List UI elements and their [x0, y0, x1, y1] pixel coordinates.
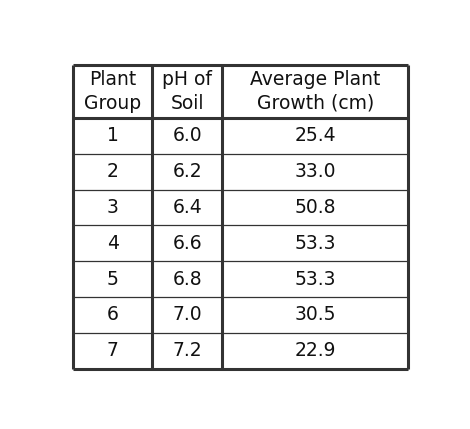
Text: 7.2: 7.2: [172, 341, 202, 360]
Text: Average Plant
Growth (cm): Average Plant Growth (cm): [250, 70, 381, 112]
Text: 6.0: 6.0: [172, 126, 202, 145]
Text: 6.4: 6.4: [172, 198, 202, 217]
Text: 7: 7: [107, 341, 118, 360]
Text: Plant
Group: Plant Group: [84, 70, 141, 112]
Text: 53.3: 53.3: [295, 234, 336, 253]
Text: 6.2: 6.2: [172, 162, 202, 181]
Text: 2: 2: [107, 162, 118, 181]
Text: 50.8: 50.8: [295, 198, 336, 217]
Text: 33.0: 33.0: [295, 162, 336, 181]
Text: 5: 5: [107, 269, 118, 289]
Text: 53.3: 53.3: [295, 269, 336, 289]
Text: 25.4: 25.4: [295, 126, 336, 145]
Text: 30.5: 30.5: [295, 305, 336, 324]
Text: 7.0: 7.0: [172, 305, 202, 324]
Text: 3: 3: [107, 198, 118, 217]
Text: 1: 1: [107, 126, 118, 145]
Text: 6: 6: [107, 305, 118, 324]
Text: 22.9: 22.9: [295, 341, 336, 360]
Text: 6.6: 6.6: [172, 234, 202, 253]
Text: 6.8: 6.8: [172, 269, 202, 289]
Text: pH of
Soil: pH of Soil: [162, 70, 212, 112]
Text: 4: 4: [107, 234, 119, 253]
